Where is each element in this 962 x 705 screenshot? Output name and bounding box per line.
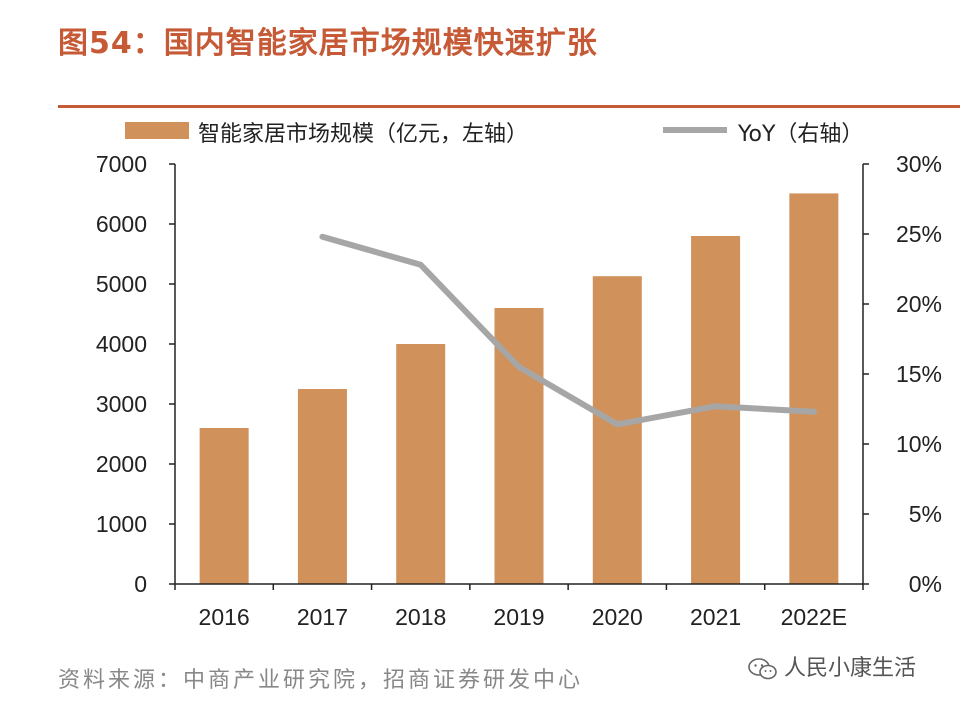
- x-tick-label: 2020: [592, 604, 643, 630]
- x-tick-label: 2022E: [781, 604, 848, 630]
- bar-2020: [592, 276, 642, 584]
- y-right-tick-label: 15%: [896, 361, 942, 387]
- y-left-tick-label: 2000: [96, 451, 147, 477]
- y-left-tick-label: 0: [134, 571, 147, 597]
- y-left-tick-label: 7000: [96, 151, 147, 177]
- legend-bar-swatch: [125, 122, 189, 139]
- y-right-tick-label: 30%: [896, 151, 942, 177]
- wechat-icon: [748, 658, 777, 680]
- watermark-text: 人民小康生活: [784, 656, 917, 681]
- legend-line-label: YoY（右轴）: [738, 122, 864, 147]
- yoy-line: [319, 233, 817, 428]
- y-right-tick-label: 5%: [909, 501, 942, 527]
- y-right-tick-label: 0%: [909, 571, 942, 597]
- y-right-tick-label: 25%: [896, 221, 942, 247]
- bar-2022E: [789, 193, 839, 584]
- chart-title: 图54：国内智能家居市场规模快速扩张: [58, 26, 598, 61]
- source-note: 资料来源：中商产业研究院，招商证券研发中心: [58, 668, 584, 693]
- y-left-tick-label: 4000: [96, 331, 147, 357]
- y-right-tick-label: 20%: [896, 291, 942, 317]
- x-tick-label: 2019: [493, 604, 544, 630]
- y-left-tick-label: 5000: [96, 271, 147, 297]
- title-divider: [58, 105, 960, 108]
- bar-2016: [199, 428, 249, 584]
- y-left-tick-label: 3000: [96, 391, 147, 417]
- chart-area: 0 1000 2000 3000 4000 5000 6000 7000 0% 5% 10% 15% 2…: [96, 151, 942, 630]
- bar-2018: [396, 344, 446, 584]
- watermark: 人民小康生活: [748, 650, 916, 682]
- x-tick-label: 2016: [199, 604, 250, 630]
- y-left-tick-label: 1000: [96, 511, 147, 537]
- y-left-tick-label: 6000: [96, 211, 147, 237]
- y-right-tick-label: 10%: [896, 431, 942, 457]
- legend-line-swatch: [663, 127, 727, 133]
- x-tick-label: 2018: [395, 604, 446, 630]
- x-tick-label: 2017: [297, 604, 348, 630]
- legend-bar-label: 智能家居市场规模（亿元，左轴）: [198, 122, 529, 147]
- x-tick-label: 2021: [690, 604, 741, 630]
- legend: 智能家居市场规模（亿元，左轴） YoY（右轴）: [0, 110, 962, 150]
- bar-2017: [297, 389, 347, 584]
